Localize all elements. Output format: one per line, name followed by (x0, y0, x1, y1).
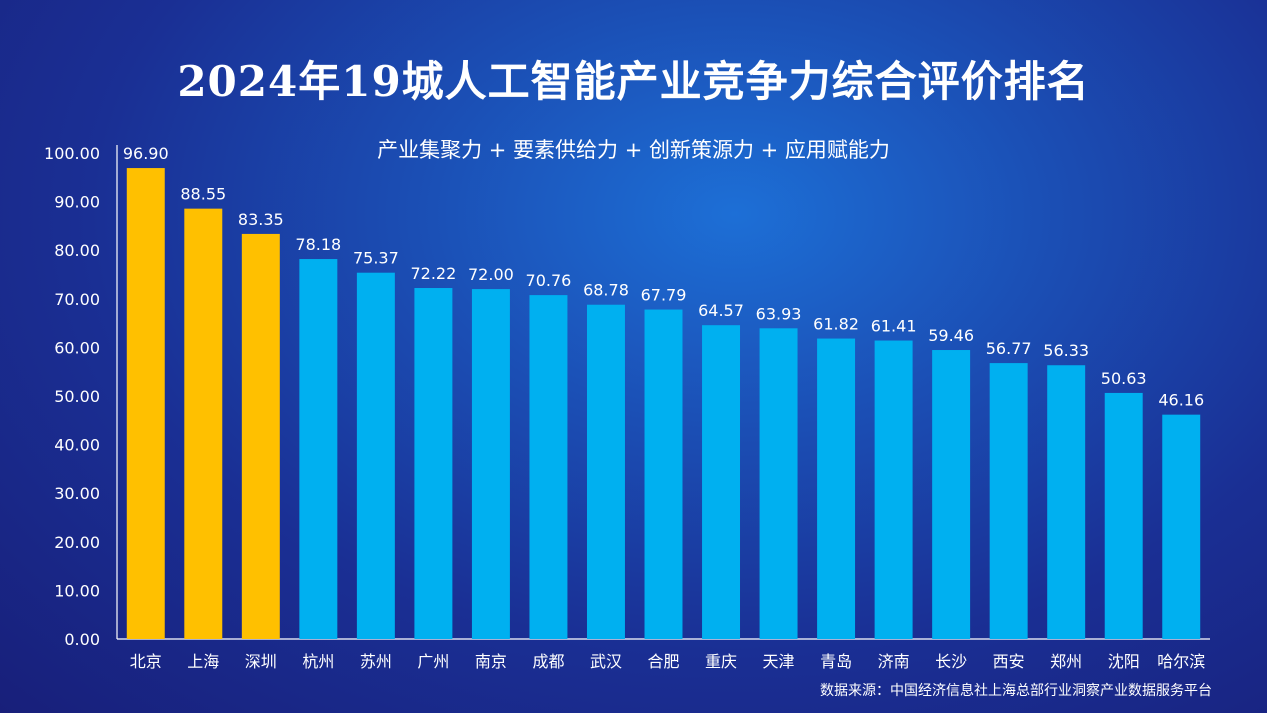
bar (299, 259, 338, 639)
x-category-label: 长沙 (935, 652, 967, 671)
y-tick-label: 30.00 (54, 484, 100, 503)
y-tick-label: 20.00 (54, 533, 100, 552)
bar (241, 233, 280, 639)
y-tick-label: 90.00 (54, 193, 100, 212)
x-category-label: 北京 (130, 652, 162, 671)
bar-value-label: 63.93 (756, 304, 802, 323)
bar (874, 340, 913, 639)
x-category-label: 青岛 (820, 652, 852, 671)
x-category-label: 济南 (878, 652, 910, 671)
bar (1047, 365, 1086, 639)
x-category-label: 郑州 (1050, 652, 1082, 671)
bar-value-label: 96.90 (123, 144, 169, 163)
x-category-label: 南京 (475, 652, 507, 671)
bar-value-label: 75.37 (353, 249, 399, 268)
data-source-note: 数据来源：中国经济信息社上海总部行业洞察产业数据服务平台 (820, 683, 1212, 699)
x-category-label: 广州 (417, 652, 449, 671)
bar-value-label: 61.82 (813, 315, 859, 334)
x-category-label: 武汉 (590, 652, 622, 671)
x-category-label: 天津 (763, 652, 795, 671)
bar (644, 309, 683, 639)
bar (1162, 414, 1201, 639)
bar (126, 168, 165, 640)
bar-value-label: 46.16 (1158, 391, 1204, 410)
bar-value-label: 68.78 (583, 281, 629, 300)
bar-value-label: 88.55 (180, 185, 226, 204)
x-category-label: 杭州 (302, 652, 334, 671)
x-category-label: 成都 (532, 652, 564, 671)
y-tick-label: 10.00 (54, 581, 100, 600)
y-tick-label: 100.00 (44, 144, 100, 163)
bar (529, 295, 568, 639)
bar (414, 288, 453, 639)
bar (1104, 392, 1143, 639)
bar (586, 304, 625, 639)
bar (702, 325, 741, 639)
chart-subtitle: 产业集聚力 + 要素供给力 + 创新策源力 + 应用赋能力 (377, 138, 890, 162)
bar-value-label: 61.41 (871, 317, 917, 336)
bar (817, 338, 856, 639)
bar (759, 328, 798, 639)
y-tick-label: 80.00 (54, 241, 100, 260)
bar-value-label: 59.46 (928, 326, 974, 345)
y-tick-label: 50.00 (54, 387, 100, 406)
bar (932, 350, 971, 639)
bar-value-label: 50.63 (1101, 369, 1147, 388)
y-tick-label: 0.00 (64, 630, 100, 649)
bar-value-label: 70.76 (526, 271, 572, 290)
x-category-label: 深圳 (245, 652, 277, 671)
bar (471, 289, 510, 639)
bar-value-label: 72.22 (410, 264, 456, 283)
x-category-label: 西安 (993, 652, 1025, 671)
bar (184, 208, 223, 639)
bar-value-label: 72.00 (468, 265, 514, 284)
x-category-label: 苏州 (360, 652, 392, 671)
x-category-label: 哈尔滨 (1157, 652, 1205, 671)
bar-value-label: 83.35 (238, 210, 284, 229)
x-category-label: 重庆 (705, 652, 737, 671)
bar-value-label: 56.33 (1043, 341, 1089, 360)
x-category-label: 合肥 (647, 652, 679, 671)
x-category-label: 沈阳 (1108, 652, 1140, 671)
y-tick-label: 40.00 (54, 436, 100, 455)
y-tick-label: 70.00 (54, 290, 100, 309)
y-tick-label: 60.00 (54, 338, 100, 357)
bar-value-label: 78.18 (295, 235, 341, 254)
bar-value-label: 64.57 (698, 301, 744, 320)
bar-value-label: 67.79 (641, 286, 687, 305)
bar (989, 363, 1028, 639)
chart-title: 2024年19城人工智能产业竞争力综合评价排名 (177, 57, 1090, 106)
x-category-label: 上海 (187, 652, 219, 671)
bar (356, 272, 395, 639)
bar-value-label: 56.77 (986, 339, 1032, 358)
